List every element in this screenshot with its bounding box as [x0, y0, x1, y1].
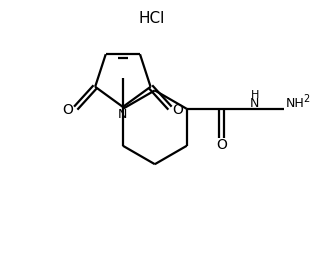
Text: N: N	[250, 98, 259, 111]
Text: O: O	[216, 138, 227, 152]
Text: O: O	[63, 103, 73, 117]
Text: O: O	[172, 103, 183, 117]
Text: H: H	[250, 90, 259, 100]
Text: N: N	[118, 108, 127, 121]
Text: HCl: HCl	[139, 11, 165, 26]
Text: NH: NH	[286, 98, 305, 111]
Text: 2: 2	[303, 94, 310, 104]
